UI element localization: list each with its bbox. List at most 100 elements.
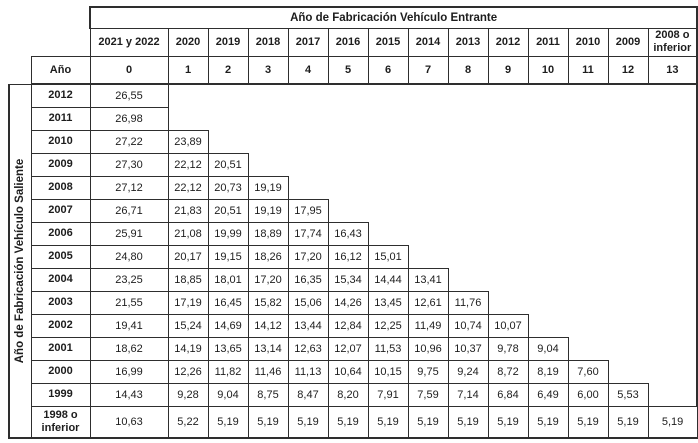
empty-cell <box>368 130 408 153</box>
empty-cell <box>368 84 408 107</box>
value-cell: 10,96 <box>407 336 449 361</box>
table-row: 2006 25,91 21,08 19,99 18,89 17,74 16,43 <box>9 221 698 246</box>
empty-cell <box>608 84 648 107</box>
value-cell: 11,82 <box>207 359 249 384</box>
value-cell: 14,12 <box>247 313 289 338</box>
empty-cell <box>208 130 248 153</box>
value-cell: 10,15 <box>367 359 409 384</box>
value-cell: 12,84 <box>327 313 369 338</box>
empty-cell <box>288 176 328 199</box>
empty-cell <box>448 153 488 176</box>
value-cell: 14,19 <box>167 336 209 361</box>
value-cell: 5,22 <box>167 405 209 439</box>
empty-cell <box>328 176 368 199</box>
value-cell: 26,55 <box>89 83 169 108</box>
empty-cell <box>248 107 288 130</box>
col-year-header: 2016 <box>327 27 369 57</box>
empty-cell <box>528 314 568 337</box>
entering-year-header-row: 2021 y 2022 2020 2019 2018 2017 2016 2015 2014 2… <box>9 27 698 57</box>
value-cell: 13,65 <box>207 336 249 361</box>
value-cell: 15,06 <box>287 290 329 315</box>
value-cell: 19,19 <box>247 175 289 200</box>
empty-cell <box>568 176 608 199</box>
empty-cell <box>208 107 248 130</box>
value-cell: 13,45 <box>367 290 409 315</box>
value-cell: 22,12 <box>167 152 209 177</box>
left-axis-label-cell: Año de Fabricación Vehículo Saliente <box>8 83 32 439</box>
value-cell: 9,28 <box>167 382 209 407</box>
value-cell: 8,19 <box>527 359 569 384</box>
value-cell: 17,19 <box>167 290 209 315</box>
table-row: 2003 21,55 17,19 16,45 15,82 15,06 14,26 13,45 1… <box>9 290 698 315</box>
empty-cell <box>568 337 608 360</box>
value-cell: 5,19 <box>487 405 529 439</box>
value-cell: 18,26 <box>247 244 289 269</box>
value-cell: 23,25 <box>89 267 169 292</box>
col-age-header: 8 <box>447 55 489 85</box>
empty-cell <box>408 130 448 153</box>
value-cell: 5,19 <box>247 405 289 439</box>
col-year-header: 2008 o inferior <box>647 27 698 57</box>
empty-cell <box>528 176 568 199</box>
empty-cell <box>408 199 448 222</box>
table-title: Año de Fabricación Vehículo Entrante <box>88 6 698 29</box>
col-age-header: 6 <box>367 55 409 85</box>
empty-cell <box>608 176 648 199</box>
empty-cell <box>528 130 568 153</box>
value-cell: 9,75 <box>407 359 449 384</box>
empty-cell <box>648 337 698 360</box>
col-age-header: 12 <box>607 55 649 85</box>
empty-cell <box>608 291 648 314</box>
empty-cell <box>408 176 448 199</box>
value-cell: 21,55 <box>89 290 169 315</box>
empty-cell <box>488 291 528 314</box>
value-cell: 5,19 <box>527 405 569 439</box>
col-year-header: 2017 <box>287 27 329 57</box>
col-year-header: 2021 y 2022 <box>89 27 169 57</box>
value-cell: 5,19 <box>407 405 449 439</box>
empty-cell <box>528 222 568 245</box>
empty-cell <box>648 130 698 153</box>
col-year-header: 2015 <box>367 27 409 57</box>
value-cell: 11,49 <box>407 313 449 338</box>
empty-cell <box>648 314 698 337</box>
row-year-header: 2004 <box>30 267 91 292</box>
value-cell: 27,22 <box>89 129 169 154</box>
value-cell: 14,26 <box>327 290 369 315</box>
value-cell: 27,12 <box>89 175 169 200</box>
value-cell: 24,80 <box>89 244 169 269</box>
value-cell: 10,74 <box>447 313 489 338</box>
value-cell: 21,83 <box>167 198 209 223</box>
empty-cell <box>488 245 528 268</box>
empty-cell <box>488 199 528 222</box>
empty-corner <box>9 28 90 56</box>
value-cell: 8,20 <box>327 382 369 407</box>
value-cell: 12,61 <box>407 290 449 315</box>
value-cell: 15,24 <box>167 313 209 338</box>
value-cell: 27,30 <box>89 152 169 177</box>
empty-cell <box>408 245 448 268</box>
value-cell: 17,95 <box>287 198 329 223</box>
age-header-row: Año 0 1 2 3 4 5 6 7 8 9 10 11 12 13 <box>9 55 698 85</box>
empty-cell <box>648 153 698 176</box>
empty-cell <box>648 383 698 406</box>
empty-cell <box>248 130 288 153</box>
empty-cell <box>528 245 568 268</box>
value-cell: 14,44 <box>367 267 409 292</box>
value-cell: 6,49 <box>527 382 569 407</box>
col-age-header: 1 <box>167 55 209 85</box>
value-cell: 16,35 <box>287 267 329 292</box>
table-body: Año de Fabricación Vehículo Saliente 2012… <box>8 83 698 439</box>
col-year-header: 2012 <box>487 27 529 57</box>
empty-cell <box>408 222 448 245</box>
value-cell: 23,89 <box>167 129 209 154</box>
value-cell: 21,08 <box>167 221 209 246</box>
table-row: 2011 26,98 <box>9 106 698 131</box>
empty-cell <box>528 268 568 291</box>
empty-cell <box>208 84 248 107</box>
empty-cell <box>648 222 698 245</box>
empty-cell <box>448 268 488 291</box>
depreciation-table: Año de Fabricación Vehículo Entrante 202… <box>8 6 698 439</box>
empty-cell <box>448 107 488 130</box>
value-cell: 5,53 <box>607 382 649 407</box>
